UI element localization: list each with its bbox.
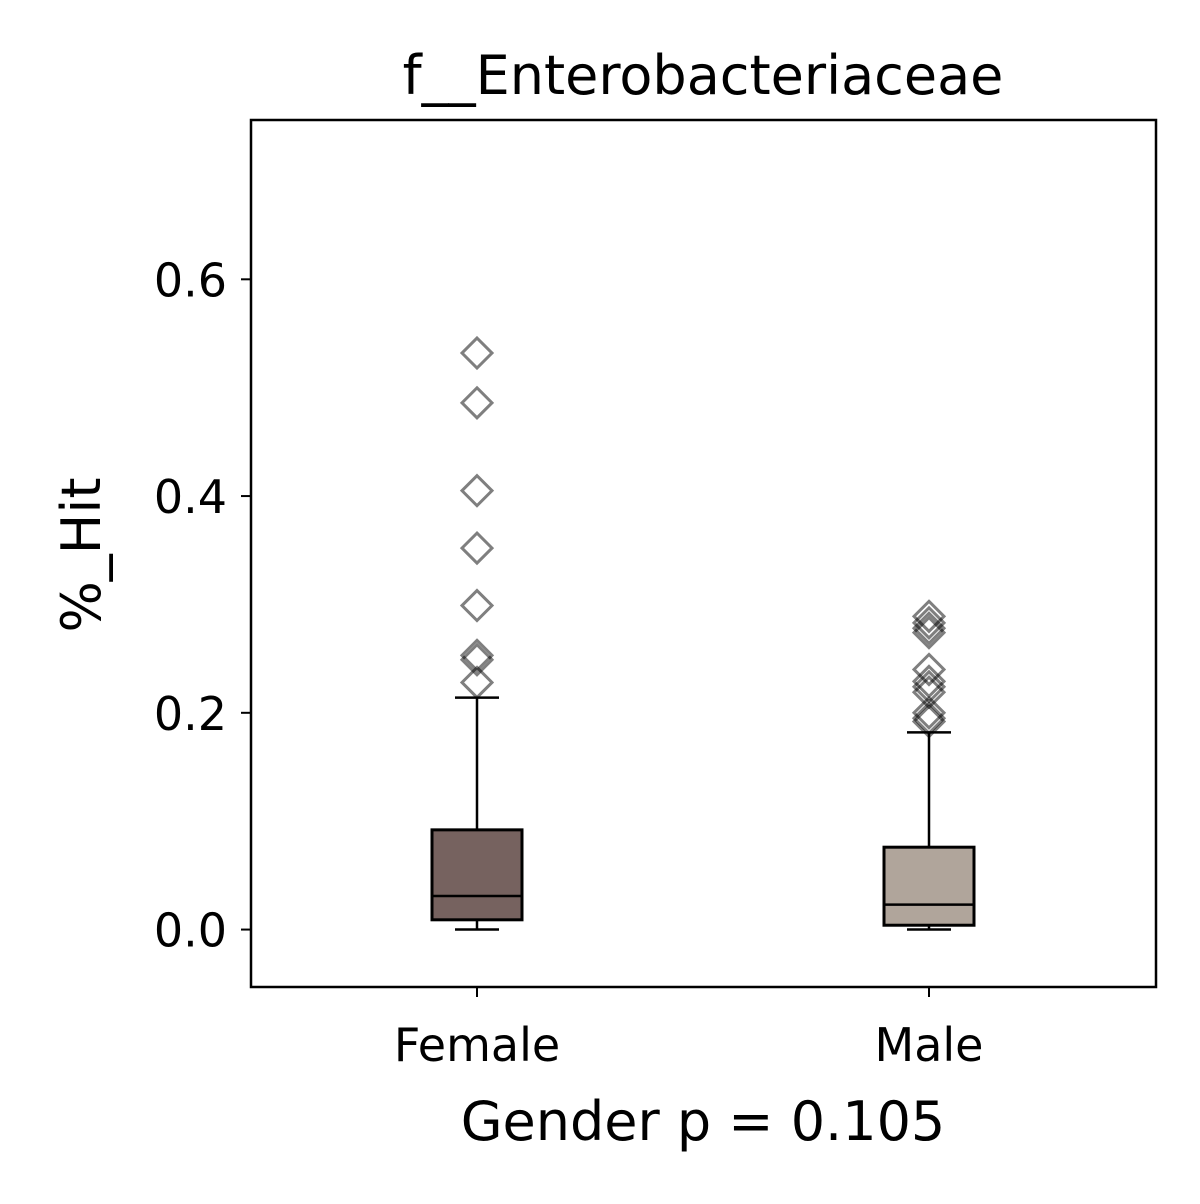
- outlier-point: [459, 473, 495, 508]
- y-tick-label: 0.0: [154, 904, 227, 958]
- outlier-point: [911, 704, 947, 739]
- y-tick-label: 0.2: [154, 687, 227, 741]
- y-tick-label: 0.6: [154, 253, 227, 307]
- outlier-point: [911, 652, 947, 687]
- x-axis-label: Gender p = 0.105: [461, 1090, 946, 1153]
- outlier-point: [911, 701, 947, 736]
- x-tick-label: Female: [394, 1018, 560, 1072]
- outlier-point: [459, 385, 495, 420]
- y-tick-label: 0.4: [154, 470, 227, 524]
- plot-frame: [249, 118, 1158, 989]
- box-male: [882, 599, 976, 931]
- outlier-point: [459, 530, 495, 566]
- y-axis-label: %_Hit: [50, 477, 113, 632]
- box-iqr: [882, 845, 976, 927]
- box-female: [430, 335, 524, 931]
- outlier-point: [911, 615, 947, 650]
- outlier-point: [459, 638, 495, 673]
- chart-title: f__Enterobacteriaceae: [403, 44, 1004, 107]
- outlier-point: [459, 642, 495, 677]
- outlier-point: [459, 665, 495, 700]
- outlier-point: [911, 611, 947, 646]
- outlier-point: [459, 335, 495, 371]
- outlier-point: [911, 599, 947, 634]
- box-iqr: [430, 828, 524, 922]
- outlier-point: [911, 605, 947, 640]
- outlier-point: [911, 695, 947, 730]
- outlier-point: [459, 588, 495, 623]
- x-tick-label: Male: [875, 1018, 984, 1072]
